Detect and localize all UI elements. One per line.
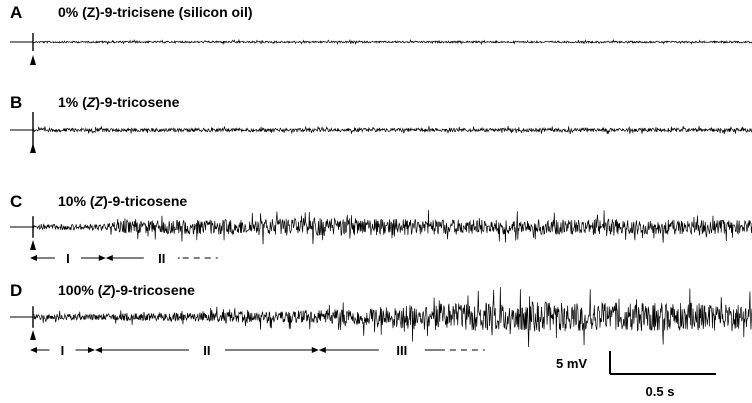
phase-label-ii: II bbox=[203, 343, 210, 358]
phase-label-i: I bbox=[61, 343, 65, 358]
scale-bar-time-label: 0.5 s bbox=[646, 384, 675, 399]
phase-arrow-left-icon bbox=[318, 347, 326, 353]
panel-title-a: 0% (Z)-9-tricisene (silicon oil) bbox=[58, 4, 253, 20]
stimulus-marker-icon bbox=[30, 240, 36, 250]
recording-trace-d bbox=[32, 287, 752, 348]
phase-arrow-left-icon bbox=[105, 255, 113, 261]
phase-arrow-left-icon bbox=[94, 347, 102, 353]
panel-title-b: 1% (Z)-9-tricosene bbox=[58, 94, 180, 110]
panel-label-c: C bbox=[10, 192, 22, 211]
recording-trace-b bbox=[32, 125, 752, 135]
panel-title-d: 100% (Z)-9-tricosene bbox=[58, 282, 195, 298]
panel-title-c: 10% (Z)-9-tricosene bbox=[58, 193, 187, 209]
phase-arrow-right-icon bbox=[98, 255, 106, 261]
scale-bar-voltage-label: 5 mV bbox=[556, 356, 587, 371]
phase-arrow-right-icon bbox=[87, 347, 95, 353]
panel-label-b: B bbox=[10, 93, 22, 112]
panel-label-a: A bbox=[10, 3, 22, 22]
phase-label-iii: III bbox=[396, 343, 407, 358]
phase-label-i: I bbox=[66, 251, 70, 266]
stimulus-marker-icon bbox=[30, 143, 36, 153]
phase-arrow-left-icon bbox=[30, 347, 37, 353]
stimulus-marker-icon bbox=[30, 330, 36, 340]
phase-arrow-right-icon bbox=[311, 347, 319, 353]
recording-trace-c bbox=[32, 210, 752, 245]
recording-trace-a bbox=[32, 38, 752, 46]
phase-arrow-left-icon bbox=[30, 255, 37, 261]
stimulus-marker-icon bbox=[30, 55, 36, 65]
phase-label-ii: II bbox=[158, 251, 165, 266]
panel-label-d: D bbox=[10, 281, 22, 300]
